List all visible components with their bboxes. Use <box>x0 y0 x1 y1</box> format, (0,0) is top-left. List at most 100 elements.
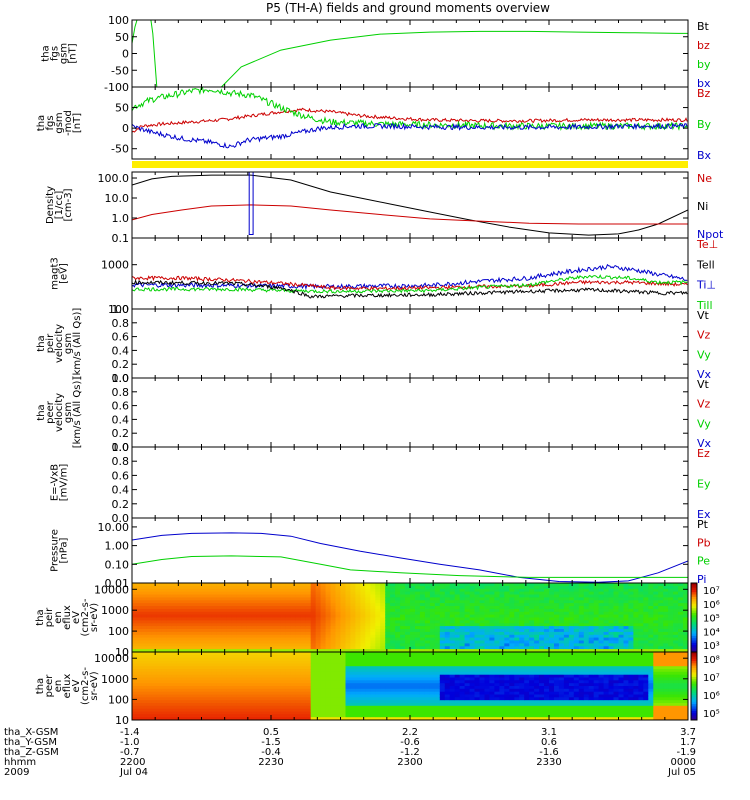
legend-entry: Ey <box>697 478 711 491</box>
panel-8: 10.00 1.00 0.10 0.01 Pressure[nPa] Pt Pb Pe Pi <box>50 517 711 590</box>
y-axis-label: sr-eV) <box>89 603 100 632</box>
series-line-ni-seg0 <box>132 174 688 236</box>
x-tick-label: 3.7 <box>680 727 696 738</box>
y-tick-label: 1.0 <box>112 212 130 225</box>
legend-entry: Te⊥ <box>696 238 718 251</box>
series-line-till-seg0 <box>132 274 688 294</box>
x-tick-label: 2.2 <box>402 727 418 738</box>
y-tick-label: 10.00 <box>98 521 130 534</box>
y-axis-label: [cm-3] <box>63 188 74 221</box>
x-row-label: hhmm <box>4 757 36 768</box>
y-tick-label: 100 <box>108 303 129 316</box>
legend-entry: Ne <box>697 172 712 185</box>
legend-entry: Vx <box>697 368 712 381</box>
y-tick-label: 0 <box>122 122 129 135</box>
legend-entry: Vt <box>697 378 710 391</box>
legend-entry: Ti⊥ <box>696 279 716 292</box>
legend-entry: Bz <box>697 87 711 100</box>
series-line-p1-0-seg2 <box>221 30 688 87</box>
y-axis-label: gsm <box>63 402 74 423</box>
y-tick-label: 50 <box>115 102 129 115</box>
y-axis-label: en <box>53 611 64 624</box>
legend-entry: Bt <box>697 20 710 33</box>
series-line-bx-seg0 <box>132 122 688 149</box>
series-line-tell-seg0 <box>132 279 688 299</box>
legend-entry: Vy <box>697 417 711 430</box>
y-tick-label: 100 <box>108 625 129 638</box>
legend-entry: Vz <box>697 398 711 411</box>
colorbar-tick-label: 10⁵ <box>703 709 720 720</box>
y-axis-label: sr-eV) <box>89 671 100 700</box>
panel-5: 1.00.80.60.40.20.0thapeirvelocitygsm[km/… <box>36 303 712 385</box>
x-tick-label: 2330 <box>536 757 561 768</box>
colorbar-tick-label: 10⁸ <box>703 655 720 666</box>
y-tick-label: 0.4 <box>112 413 130 426</box>
legend-entry: Pb <box>697 536 711 549</box>
legend-entry: Ex <box>697 508 711 521</box>
y-tick-label: 1000 <box>101 673 129 686</box>
y-axis-label: peir <box>44 607 55 627</box>
series-line-p1-0-seg0 <box>132 20 138 44</box>
series-line-by-seg0 <box>132 87 688 132</box>
y-axis-label: magt3 <box>50 257 61 290</box>
panel-frame <box>131 237 689 310</box>
legend-entry: Ni <box>697 200 708 213</box>
y-axis-label: [nPa] <box>59 537 70 563</box>
colorbar-tick-label: 10⁵ <box>703 614 720 625</box>
y-tick-label: -50 <box>111 143 129 156</box>
colorbar-tick-label: 10⁶ <box>703 691 720 702</box>
x-tick-label: -1.4 <box>120 727 140 738</box>
y-tick-label: 1000 <box>101 604 129 617</box>
legend-entry: bz <box>697 39 710 52</box>
legend-entry: Bx <box>697 149 712 162</box>
legend-entry: bx <box>697 77 711 90</box>
y-tick-label: 1000 <box>101 259 129 272</box>
x-tick-label: -0.6 <box>400 737 420 748</box>
x-tick-label: 3.1 <box>541 727 557 738</box>
x-tick-label: Jul 05 <box>667 767 696 778</box>
y-tick-label: 0.2 <box>112 358 130 371</box>
x-tick-label: 0.6 <box>541 737 557 748</box>
panel-frame <box>131 377 689 448</box>
x-tick-label: 0.5 <box>263 727 279 738</box>
y-axis-label: fgs <box>50 46 61 61</box>
chart-title: P5 (TH-A) fields and ground moments over… <box>266 1 550 15</box>
y-tick-label: 0 <box>122 48 129 61</box>
panel-4: 1000 100 magt3[eV] Te⊥ Tell Ti⊥ Till <box>50 237 718 316</box>
y-axis-label: [1/cc] <box>54 191 65 220</box>
x-tick-label: 0000 <box>671 757 696 768</box>
legend-entry: Tell <box>696 258 715 271</box>
y-tick-label: 0.4 <box>112 344 130 357</box>
series-line-ti--seg0 <box>132 263 688 291</box>
y-tick-label: 0.8 <box>112 386 130 399</box>
y-axis-label: fgs <box>45 115 56 130</box>
y-tick-label: 0.8 <box>112 455 130 468</box>
x-tick-label: 2230 <box>258 757 283 768</box>
y-tick-label: 0.0 <box>112 441 130 454</box>
y-axis-label: tha <box>41 45 52 61</box>
y-tick-label: 0.4 <box>112 484 130 497</box>
y-axis-label: peer <box>45 400 56 424</box>
y-tick-label: 1.0 <box>112 303 130 316</box>
y-tick-label: 0.2 <box>112 498 130 511</box>
colorbar: 10⁸ 10⁷ 10⁶ 10⁵ <box>690 651 720 721</box>
y-axis-label: tha <box>36 335 47 351</box>
x-tick-label: 1.7 <box>680 737 696 748</box>
y-axis-label: [nT] <box>68 43 79 63</box>
legend-entry: Pi <box>697 573 706 586</box>
series-line-p1-0-seg1 <box>150 20 158 87</box>
y-tick-label: 1.00 <box>105 540 130 553</box>
y-axis-label: [km/s (All Qs)] <box>72 377 83 449</box>
colorbar-tick-label: 10³ <box>703 641 720 652</box>
y-axis-label: peer <box>44 674 55 698</box>
y-tick-label: 1.0 <box>112 441 130 454</box>
spectrogram <box>132 583 688 652</box>
y-tick-label: 0.8 <box>112 317 130 330</box>
spacecraft-status-bar <box>132 161 688 168</box>
y-axis-label: eV <box>71 611 82 624</box>
y-tick-label: 0.6 <box>112 400 130 413</box>
y-axis-label: velocity <box>54 324 65 363</box>
y-tick-label: 0.0 <box>112 372 130 385</box>
